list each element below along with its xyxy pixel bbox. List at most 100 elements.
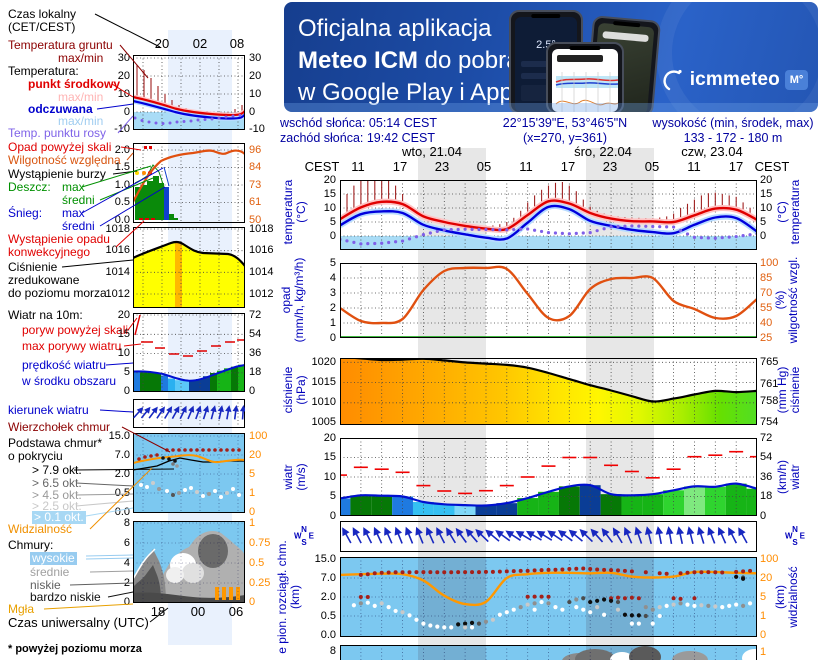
legend-predkosc-2: w środku obszaru (22, 374, 117, 388)
tick-label: 96 (249, 144, 262, 156)
banner-line1: Oficjalna aplikacja (298, 15, 492, 42)
icmmeteo-logo[interactable]: icmmeteo M° (663, 68, 808, 92)
axis-title-opad-left: opad (mm/h, kg/m³/h) (279, 257, 306, 343)
tick-label: 20 (323, 432, 336, 444)
meteo-icm-app-banner[interactable]: Oficjalna aplikacja Meteo ICM do pobrani… (284, 2, 818, 112)
legend-mini-cloud-chart (133, 433, 245, 513)
tick-label: 17 (728, 159, 744, 174)
legend-mini-precip-humidity-chart (133, 143, 245, 223)
tick-label: 20 (249, 70, 262, 82)
axis-title-temperature-left: temperatura (°C) (281, 179, 308, 245)
tick-label: 100 (760, 553, 779, 565)
legend-cisnienie-3: do poziomu morza (8, 286, 107, 300)
tick-label: 0 (249, 385, 256, 397)
tick-label: 50 (249, 214, 262, 226)
tick-label: 1 (760, 646, 767, 658)
phone-mini-meteogram (555, 72, 618, 112)
tick-label: 30 (249, 52, 262, 64)
tick-label: 8 (123, 517, 130, 529)
legend-temperatura-gruntu: Temperatura gruntu (8, 38, 113, 52)
legend-max-porywy: max porywy wiatru (22, 339, 122, 353)
legend-snieg-sredni: średni (62, 219, 95, 233)
tick-label: 0.0 (320, 629, 336, 641)
tick-label: 84 (249, 161, 262, 173)
axis-title-pressure-left: ciśnienie (hPa) (281, 366, 308, 414)
tick-label: 0.0 (114, 506, 130, 518)
legend-cisnienie-2: zredukowane (8, 273, 80, 287)
tick-label: 754 (760, 416, 779, 428)
axis-title-cloud-left: e pion. rozciągł. chm. (km) (275, 540, 302, 654)
legend-chmury-niskie: niskie (30, 578, 61, 592)
altitude-values: 133 - 172 - 180 m (683, 131, 783, 145)
sunset-info: zachód słońca: 19:42 CEST (280, 131, 435, 145)
tick-label: 2.0 (114, 468, 130, 480)
legend-chmury-bardzo-niskie: bardzo niskie (30, 590, 101, 604)
legend-snieg-max: max (62, 206, 85, 220)
tick-label: 4 (123, 557, 130, 569)
legend-predkosc-1: prędkość wiatru (22, 358, 107, 372)
legend-chmury-srednie: średnie (30, 565, 70, 579)
legend-temperatura-gruntu-maxmin: max/min (58, 51, 104, 65)
legend-poryw-powyzej-skali: poryw powyżej skali (22, 323, 129, 337)
tick-label: 0 (760, 510, 767, 522)
tick-label: 11 (351, 159, 365, 174)
temperature-panel (340, 180, 757, 250)
legend-burza: Wystąpienie burzy (8, 167, 106, 181)
tick-label: czw, 23.04 (681, 144, 743, 159)
legend-kierunek-wiatru: kierunek wiatru (8, 403, 89, 417)
tick-label: 0 (329, 510, 336, 522)
tick-label: 73 (249, 179, 262, 191)
tick-label: 1016 (249, 244, 274, 256)
pressure-panel (340, 358, 757, 425)
tick-label: 17 (560, 159, 576, 174)
tick-label: 15 (323, 451, 336, 463)
legend-wiatr-10m: Wiatr na 10m: (8, 308, 83, 322)
phone-search-bar (602, 31, 649, 43)
legend-wierzcholek-chmur: Wierzchołek chmur (8, 420, 111, 434)
tick-label: 7.0 (114, 449, 130, 461)
tick-label: 0 (123, 596, 130, 608)
tick-label: 36 (249, 347, 262, 359)
tick-label: 5 (249, 468, 256, 480)
legend-czas-lokalny-2: (CET/CEST) (8, 20, 76, 34)
legend-widzialnosc: Widzialność (8, 522, 73, 536)
legend-wilgotnosc: Wilgotność względna (8, 153, 121, 167)
legend-okt-45: > 4.5 okt. (32, 488, 82, 502)
wind-panel (340, 438, 757, 516)
tick-label: 0 (760, 629, 767, 641)
legend-mini-wind-direction-strip (133, 399, 245, 428)
legend-snieg: Śnieg: (8, 206, 43, 220)
legend-cisnienie-1: Ciśnienie (8, 260, 58, 274)
tick-label: 0.5 (114, 196, 130, 208)
tick-label: 7.0 (320, 572, 336, 584)
coordinates-info: 22°15'39"E, 53°46'5"N (502, 116, 628, 130)
tick-label: 0.5 (114, 487, 130, 499)
axis-title-visibility-right: (km) widzialność (773, 566, 800, 628)
legend-temp-maxmin: max/min (58, 90, 104, 104)
tick-label: 17 (392, 159, 408, 174)
logo-badge: M° (785, 70, 808, 90)
logo-swoosh-icon (663, 69, 682, 91)
banner-decor-circle (656, 2, 818, 112)
tick-label: 54 (249, 328, 262, 340)
tick-label: 11 (687, 159, 701, 174)
tick-label: 1018 (249, 223, 274, 235)
phone-notch (531, 14, 561, 18)
tick-label: 1 (249, 487, 256, 499)
phone-notch (569, 46, 601, 50)
tick-label: CEST (754, 159, 790, 174)
tick-label: 100 (249, 430, 268, 442)
legend-czas-uniwersalny: Czas uniwersalny (UTC) (8, 615, 149, 630)
precip-humidity-panel (340, 263, 757, 338)
tick-label: -10 (249, 123, 265, 135)
tick-label: 10 (249, 88, 262, 100)
legend-okt-79: > 7.9 okt. (32, 463, 82, 477)
tick-label: 11 (519, 159, 533, 174)
legend-opad-powyzej-skali: Opad powyżej skali (8, 140, 112, 154)
legend-punkt-srodkowy: punkt środkowy (28, 77, 121, 91)
legend-podstawa-chmur-2: o pokryciu (8, 449, 63, 463)
tick-label: CEST (304, 159, 340, 174)
legend-punkt-rosy: Temp. punktu rosy (8, 126, 107, 140)
tick-label: 72 (249, 309, 262, 321)
